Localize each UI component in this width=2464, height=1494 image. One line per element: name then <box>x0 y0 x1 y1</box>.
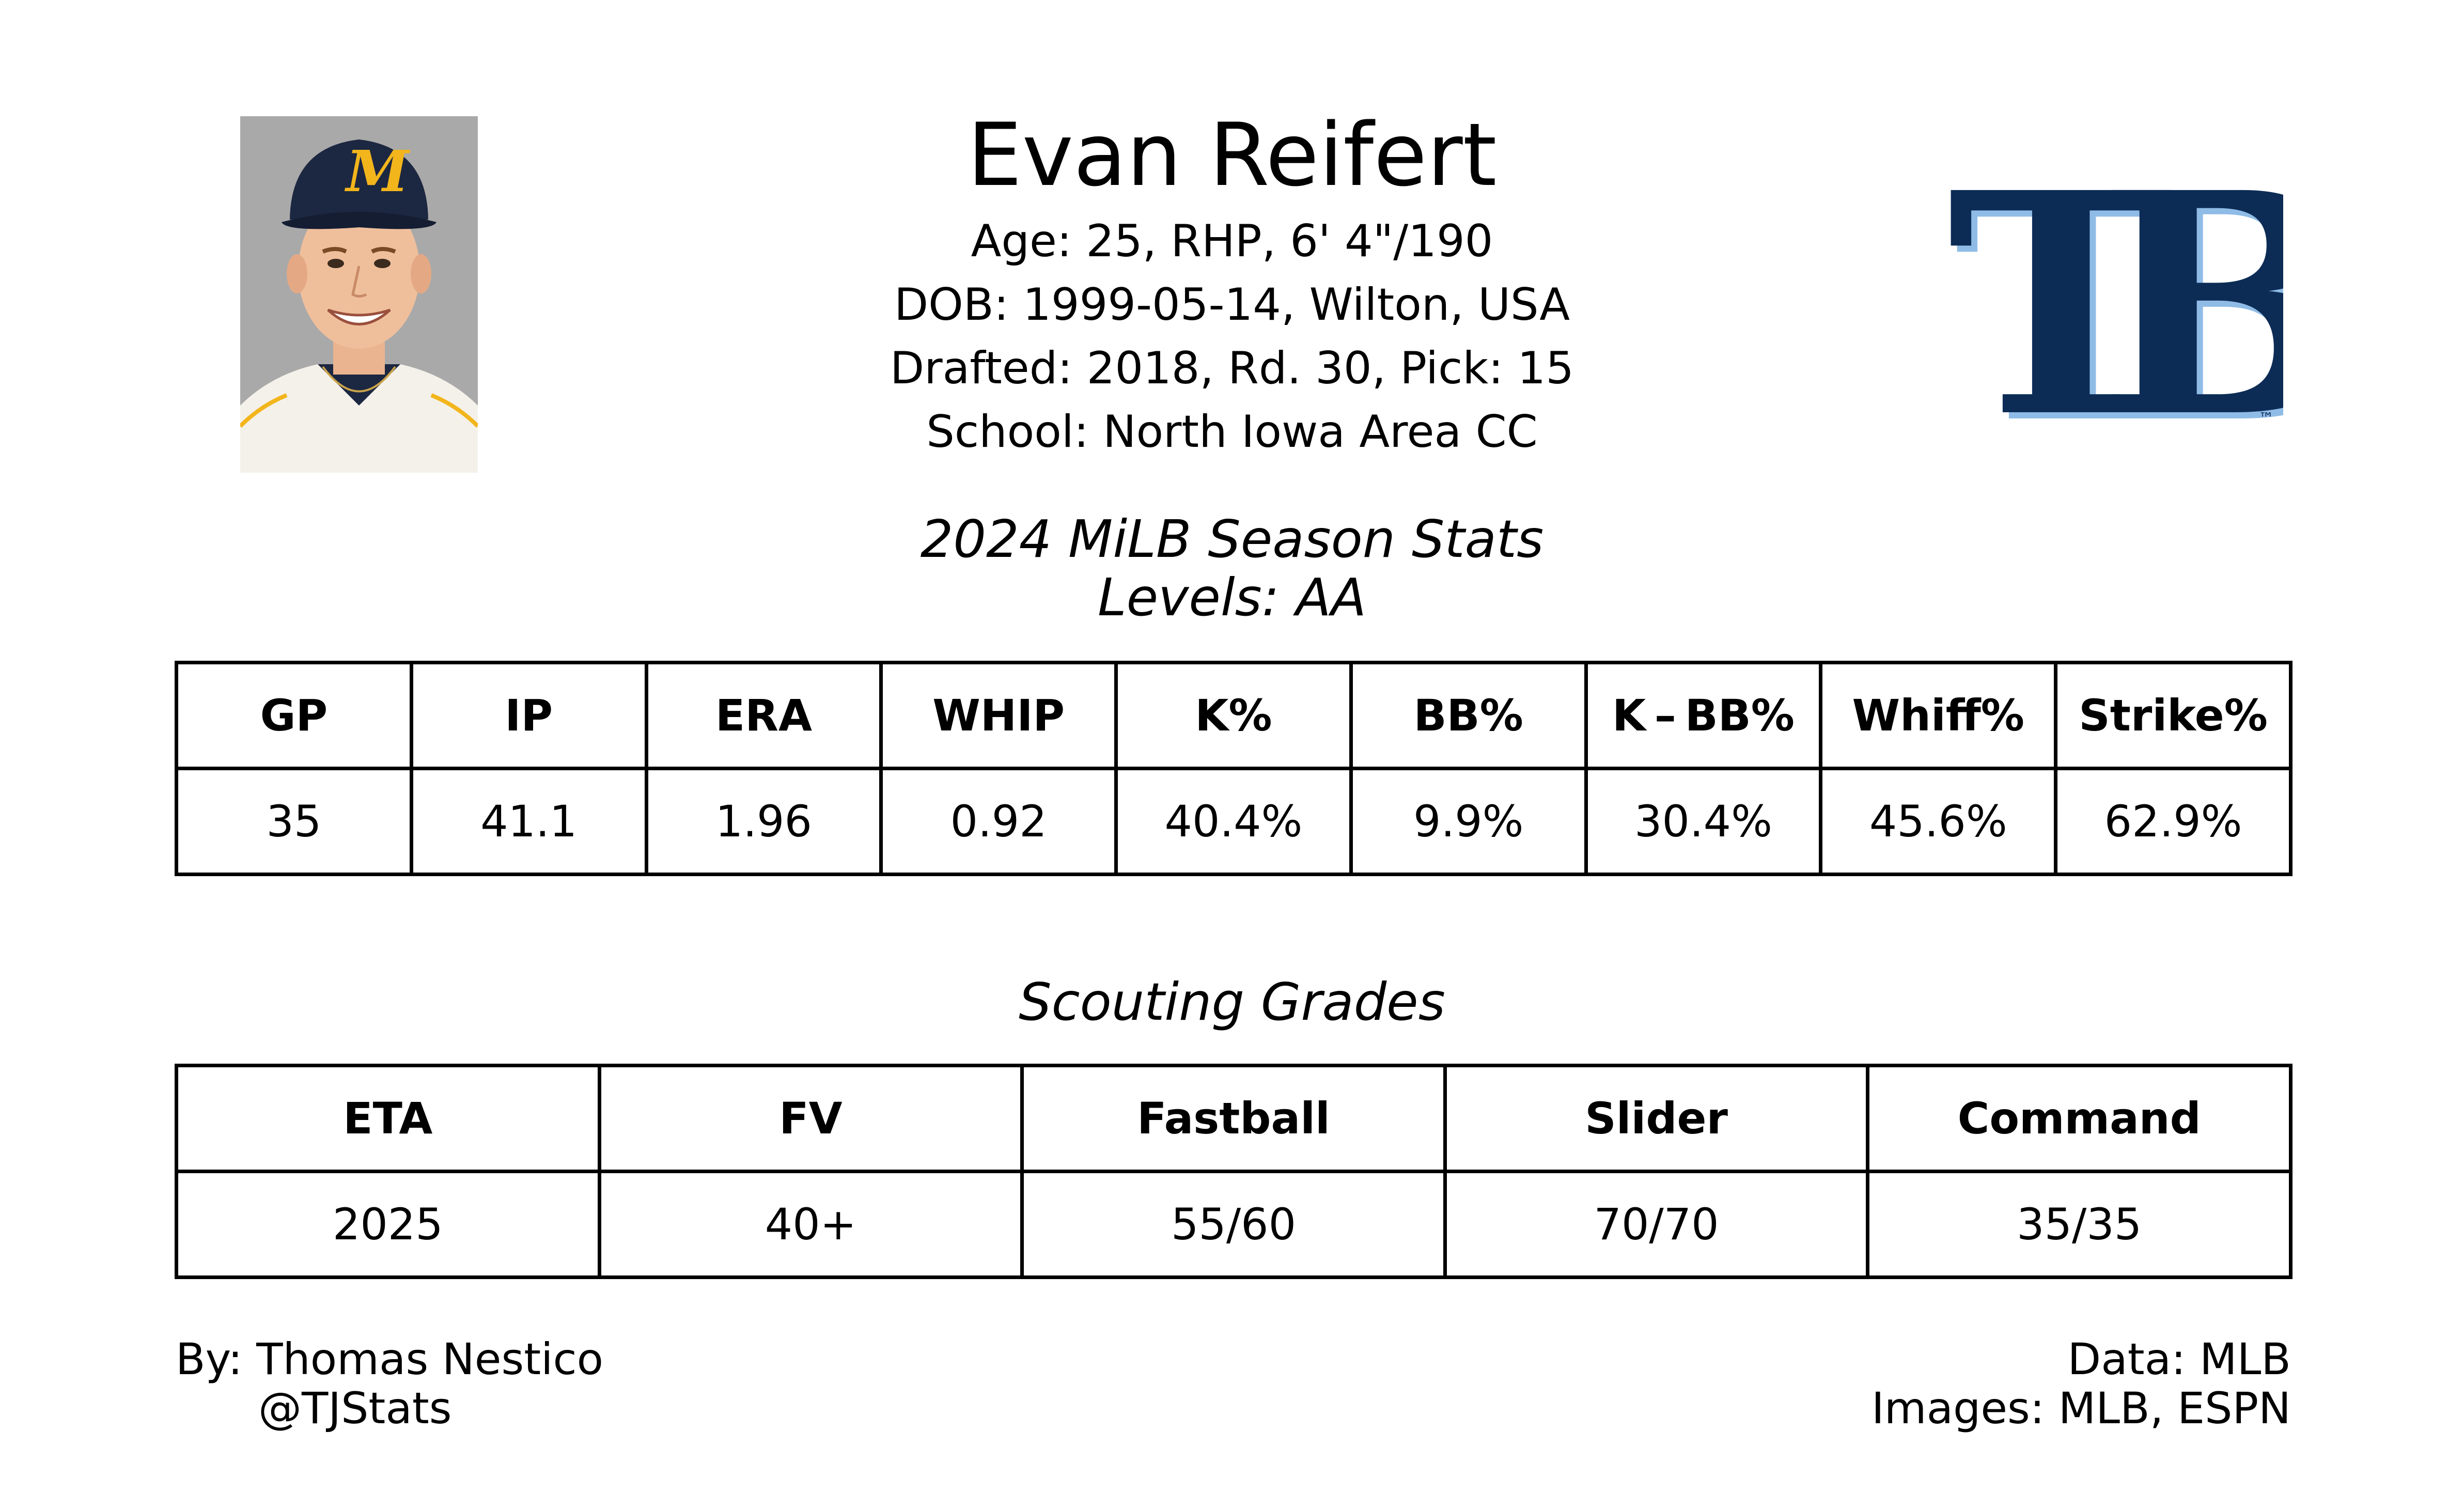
stat-header-whip: WHIP <box>879 661 1118 770</box>
grade-header-eta: ETA <box>175 1064 601 1173</box>
player-photo: M <box>240 116 478 473</box>
stat-value-bb-pct: 9.9% <box>1349 767 1588 876</box>
grade-value-command: 35/35 <box>1866 1170 2293 1279</box>
stat-value-strike-pct: 62.9% <box>2054 767 2293 876</box>
stat-header-ip: IP <box>409 661 648 770</box>
footer-author: By: Thomas Nestico <box>176 1334 604 1384</box>
stat-header-era: ERA <box>644 661 883 770</box>
stat-value-whiff-pct: 45.6% <box>1819 767 2058 876</box>
grade-value-eta: 2025 <box>175 1170 601 1279</box>
player-school: School: North Iowa Area CC <box>926 406 1538 458</box>
footer-handle: @TJStats <box>258 1383 452 1434</box>
stat-header-bb-pct: BB% <box>1349 661 1588 770</box>
cap-logo: M <box>344 138 411 205</box>
grade-value-slider: 70/70 <box>1443 1170 1870 1279</box>
team-logo: TB TB ™ <box>1942 127 2423 491</box>
player-draft-info: Drafted: 2018, Rd. 30, Pick: 15 <box>890 343 1574 394</box>
table-header-row: GP IP ERA WHIP K% BB% K – BB% Whiff% Str… <box>175 661 2293 770</box>
grade-header-slider: Slider <box>1443 1064 1870 1173</box>
footer-image-source: Images: MLB, ESPN <box>1871 1383 2291 1434</box>
table-row: 2025 40+ 55/60 70/70 35/35 <box>175 1170 2293 1279</box>
stat-header-whiff-pct: Whiff% <box>1819 661 2058 770</box>
player-headshot-image: M <box>240 116 478 473</box>
season-stats-title: 2024 MiLB Season Stats <box>920 509 1544 569</box>
trademark-symbol: ™ <box>2258 410 2274 428</box>
stat-header-k-minus-bb-pct: K – BB% <box>1584 661 1823 770</box>
stat-value-era: 1.96 <box>644 767 883 876</box>
footer-data-source: Data: MLB <box>2067 1334 2291 1384</box>
scouting-grades-title: Scouting Grades <box>1019 972 1445 1032</box>
table-header-row: ETA FV Fastball Slider Command <box>175 1064 2293 1173</box>
grade-header-fv: FV <box>597 1064 1024 1173</box>
stat-value-gp: 35 <box>175 767 413 876</box>
grade-value-fastball: 55/60 <box>1020 1170 1447 1279</box>
team-logo-letters: TB <box>1947 145 2283 444</box>
season-stats-table: GP IP ERA WHIP K% BB% K – BB% Whiff% Str… <box>175 661 2293 876</box>
stat-value-k-minus-bb-pct: 30.4% <box>1584 767 1823 876</box>
grade-value-fv: 40+ <box>597 1170 1024 1279</box>
stat-value-whip: 0.92 <box>879 767 1118 876</box>
stat-value-k-pct: 40.4% <box>1114 767 1353 876</box>
stat-value-ip: 41.1 <box>409 767 648 876</box>
stat-header-strike-pct: Strike% <box>2054 661 2293 770</box>
scouting-grades-table: ETA FV Fastball Slider Command 2025 40+ … <box>175 1064 2293 1279</box>
player-name: Evan Reifert <box>967 104 1497 206</box>
season-stats-levels: Levels: AA <box>1097 567 1367 628</box>
player-age-position-size: Age: 25, RHP, 6' 4"/190 <box>971 215 1493 267</box>
player-birth-info: DOB: 1999-05-14, Wilton, USA <box>894 279 1570 331</box>
stat-header-gp: GP <box>175 661 413 770</box>
table-row: 35 41.1 1.96 0.92 40.4% 9.9% 30.4% 45.6%… <box>175 767 2293 876</box>
grade-header-command: Command <box>1866 1064 2293 1173</box>
grade-header-fastball: Fastball <box>1020 1064 1447 1173</box>
stat-header-k-pct: K% <box>1114 661 1353 770</box>
